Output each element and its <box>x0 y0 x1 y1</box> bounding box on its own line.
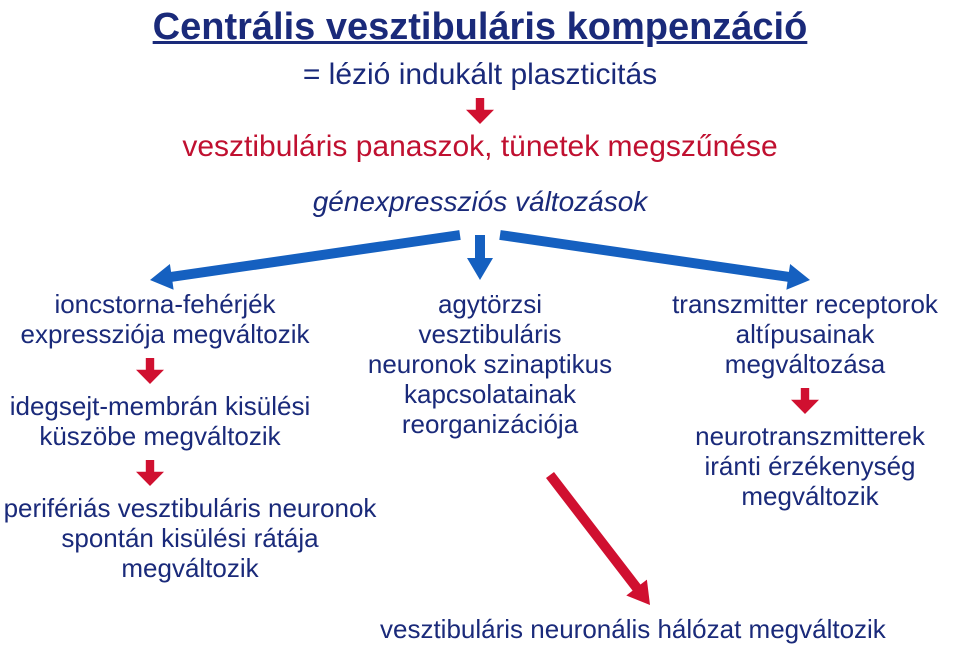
bottom-line: vesztibuláris neuronális hálózat megvált… <box>380 615 960 645</box>
left-block-3: perifériás vesztibuláris neuronokspontán… <box>0 494 390 584</box>
right-block-1: transzmitter receptorokaltípusainakmegvá… <box>655 290 955 380</box>
arrow-right-1 <box>791 388 819 414</box>
arrow-left-1 <box>136 358 164 384</box>
arrow-left-2 <box>136 460 164 486</box>
right-block-2: neurotranszmitterekiránti érzékenységmeg… <box>665 422 955 512</box>
line-symptoms: vesztibuláris panaszok, tünetek megszűné… <box>0 130 960 164</box>
line-geneexpr: génexpressziós változások <box>0 186 960 218</box>
subtitle: = lézió indukált plaszticitás <box>0 58 960 92</box>
left-block-1: ioncstorna-fehérjékexpressziója megválto… <box>10 290 320 350</box>
arrow-down-1 <box>466 98 494 124</box>
page-title: Centrális vesztibuláris kompenzáció <box>0 6 960 49</box>
mid-block-1: agytörzsivesztibulárisneuronok szinaptik… <box>345 290 635 439</box>
left-block-2: idegsejt-membrán kisülésiküszöbe megvált… <box>0 392 320 452</box>
arrow-diagonal <box>530 470 670 625</box>
